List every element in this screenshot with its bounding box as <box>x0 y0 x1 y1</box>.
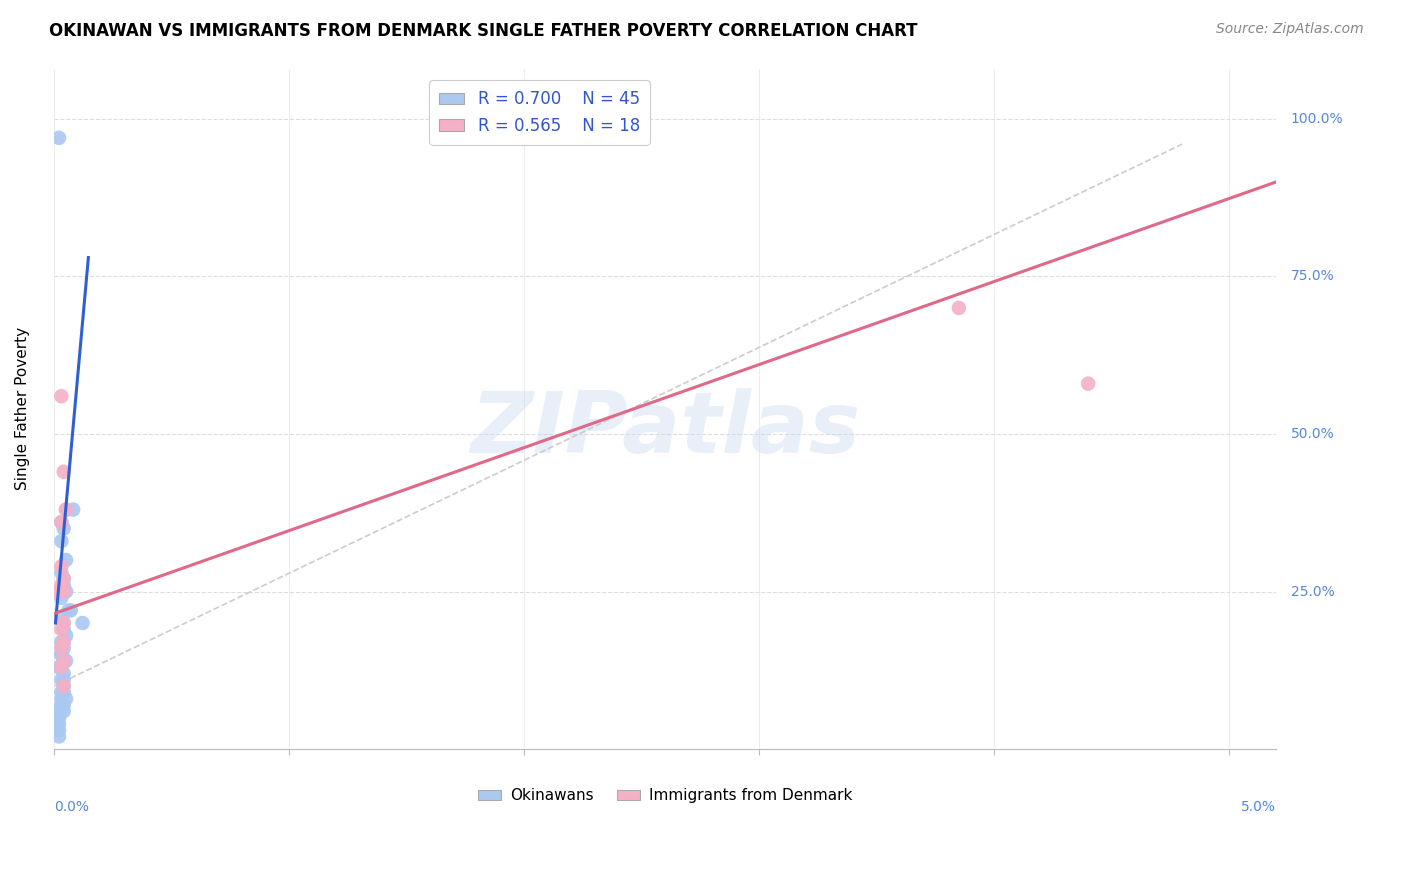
Point <box>51 591 73 605</box>
Point <box>51 515 73 529</box>
Legend: Okinawans, Immigrants from Denmark: Okinawans, Immigrants from Denmark <box>472 782 858 809</box>
Point <box>52 635 75 649</box>
Point <box>948 301 970 315</box>
Text: 75.0%: 75.0% <box>1291 269 1334 284</box>
Point <box>52 679 75 693</box>
Point <box>51 559 73 574</box>
Point <box>48 660 70 674</box>
Text: OKINAWAN VS IMMIGRANTS FROM DENMARK SINGLE FATHER POVERTY CORRELATION CHART: OKINAWAN VS IMMIGRANTS FROM DENMARK SING… <box>49 22 918 40</box>
Point <box>51 623 73 637</box>
Point <box>72 615 94 630</box>
Point <box>52 666 75 681</box>
Point <box>48 584 70 599</box>
Point <box>52 623 75 637</box>
Point <box>52 654 75 668</box>
Text: 50.0%: 50.0% <box>1291 427 1334 441</box>
Point <box>55 654 77 668</box>
Text: ZIPatlas: ZIPatlas <box>470 388 860 471</box>
Point <box>51 641 73 656</box>
Point <box>51 578 73 592</box>
Point <box>1077 376 1099 391</box>
Point <box>51 660 73 674</box>
Text: Source: ZipAtlas.com: Source: ZipAtlas.com <box>1216 22 1364 37</box>
Point <box>48 704 70 718</box>
Point <box>51 515 73 529</box>
Point <box>55 553 77 567</box>
Point <box>52 673 75 687</box>
Point <box>62 502 84 516</box>
Point <box>52 572 75 586</box>
Point <box>52 679 75 693</box>
Point <box>51 685 73 699</box>
Point <box>59 603 82 617</box>
Point <box>55 502 77 516</box>
Point <box>51 673 73 687</box>
Point <box>52 572 75 586</box>
Text: 0.0%: 0.0% <box>55 800 90 814</box>
Y-axis label: Single Father Poverty: Single Father Poverty <box>15 327 30 491</box>
Point <box>48 131 70 145</box>
Point <box>48 716 70 731</box>
Point <box>55 691 77 706</box>
Point <box>52 578 75 592</box>
Point <box>51 648 73 662</box>
Point <box>51 635 73 649</box>
Point <box>51 698 73 712</box>
Text: 25.0%: 25.0% <box>1291 584 1334 599</box>
Point <box>52 685 75 699</box>
Point <box>52 704 75 718</box>
Point <box>52 635 75 649</box>
Point <box>52 615 75 630</box>
Point <box>48 710 70 724</box>
Text: 5.0%: 5.0% <box>1241 800 1277 814</box>
Point <box>52 465 75 479</box>
Point <box>48 723 70 738</box>
Point <box>52 521 75 535</box>
Point <box>52 654 75 668</box>
Point <box>51 389 73 403</box>
Point <box>55 502 77 516</box>
Point <box>51 609 73 624</box>
Point <box>51 566 73 580</box>
Point <box>51 534 73 549</box>
Point <box>51 691 73 706</box>
Point <box>58 603 80 617</box>
Point <box>48 730 70 744</box>
Point <box>51 660 73 674</box>
Point <box>52 641 75 656</box>
Point <box>52 698 75 712</box>
Point <box>52 584 75 599</box>
Point <box>51 648 73 662</box>
Point <box>55 629 77 643</box>
Point <box>51 641 73 656</box>
Point <box>55 584 77 599</box>
Text: 100.0%: 100.0% <box>1291 112 1343 126</box>
Point <box>52 615 75 630</box>
